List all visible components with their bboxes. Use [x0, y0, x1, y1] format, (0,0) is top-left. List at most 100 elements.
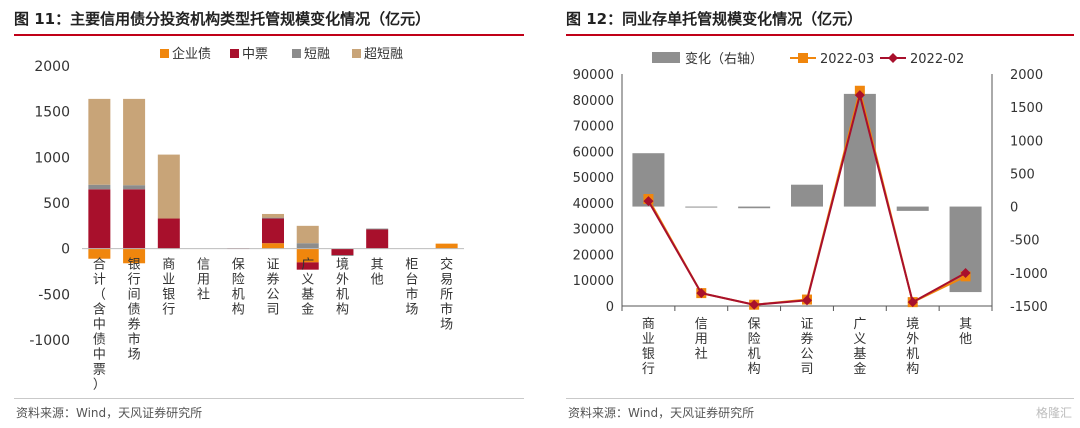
- right-x-tick-label-char: 他: [959, 332, 972, 347]
- right-chart: 变化（右轴） 2022-03 2022-0201000020000300004000…: [573, 51, 1048, 377]
- left-x-tick-label-char: 银: [128, 258, 141, 273]
- right-chart-left-tick-label: 40000: [573, 197, 614, 212]
- right-chart-left-tick-label: 50000: [573, 171, 614, 186]
- right-title-rule: [566, 34, 1074, 36]
- marker-2022-02: [802, 295, 812, 306]
- left-x-tick-label-char: 合: [93, 258, 106, 273]
- right-chart-right-tick-label: 500: [1010, 167, 1035, 182]
- bar-超短融: [123, 98, 146, 186]
- right-chart-left-tick-label: 80000: [573, 94, 614, 109]
- legend-swatch-change: [652, 52, 680, 63]
- right-x-tick-label-char: 业: [642, 332, 655, 347]
- watermark: 格隆汇: [1035, 406, 1072, 420]
- left-x-tick-label-char: 社: [197, 287, 210, 303]
- legend-label-企业债: 企业债: [172, 46, 211, 62]
- bar-企业债: [123, 248, 146, 264]
- left-x-tick-label-char: 银: [162, 288, 175, 303]
- bar-短融: [88, 184, 111, 190]
- right-x-tick-label-char: 行: [642, 362, 655, 377]
- bar-超短融: [88, 98, 111, 185]
- left-x-tick-label-char: 场: [128, 348, 141, 363]
- left-x-tick-label-char: 易: [440, 273, 453, 288]
- right-chart-left-tick-label: 30000: [573, 223, 614, 238]
- left-x-tick-label-char: 含: [93, 302, 106, 318]
- left-x-tick-label-char: 他: [371, 273, 384, 288]
- bar-短融: [262, 217, 284, 219]
- left-x-tick-label-char: 构: [336, 303, 349, 318]
- legend-swatch-企业债: [160, 49, 169, 58]
- left-figure-title: 图 11：主要信用债分投资机构类型托管规模变化情况（亿元）: [14, 10, 431, 28]
- left-x-tick-label-char: 中: [93, 348, 106, 363]
- right-chart-right-tick-label: -1000: [1010, 267, 1048, 282]
- bar-change: [896, 206, 929, 211]
- right-figure-title: 图 12：同业存单托管规模变化情况（亿元）: [566, 10, 863, 28]
- left-x-tick-label-char: 义: [301, 273, 314, 288]
- bar-change: [843, 93, 876, 207]
- left-x-tick-label-char: 商: [162, 258, 175, 273]
- right-x-tick-label-char: 公: [800, 347, 813, 362]
- left-x-tick-label-char: 其: [371, 258, 384, 273]
- left-x-tick-label-char: 境: [336, 258, 349, 273]
- left-x-tick-label-char: 市: [405, 287, 418, 303]
- left-y-tick-label: 0: [61, 242, 70, 258]
- legend-label-中票: 中票: [242, 47, 268, 62]
- left-x-tick-label-char: 外: [336, 273, 349, 288]
- left-x-tick-label-char: 市: [440, 302, 453, 318]
- bar-change: [738, 206, 771, 209]
- left-x-tick-label-char: 行: [162, 303, 175, 318]
- right-x-tick-label-char: 信: [695, 317, 708, 332]
- left-x-tick-label-char: 业: [162, 273, 175, 288]
- left-x-tick-label-char: 广: [301, 258, 314, 273]
- left-x-tick-label-char: 公: [266, 288, 279, 303]
- left-y-tick-label: 1000: [34, 150, 70, 166]
- bar-企业债: [88, 248, 111, 259]
- bar-中票: [296, 262, 319, 270]
- right-x-tick-label-char: 其: [959, 317, 972, 332]
- right-x-tick-label: 信用社: [695, 317, 708, 362]
- left-x-tick-label-char: 机: [232, 288, 245, 303]
- right-x-tick-label-char: 险: [748, 332, 761, 347]
- bar-超短融: [157, 154, 180, 219]
- left-source: 资料来源：Wind，天风证券研究所: [16, 406, 203, 420]
- bar-中票: [366, 229, 389, 249]
- legend-label-短融: 短融: [304, 47, 330, 62]
- left-y-tick-label: -500: [38, 287, 70, 303]
- legend-marker-2022-02: [888, 53, 898, 63]
- bar-企业债: [435, 243, 458, 249]
- left-x-tick-label-char: （: [93, 288, 106, 303]
- left-x-tick-label-char: 所: [440, 288, 453, 303]
- left-x-tick-label: 信用社: [197, 258, 210, 303]
- right-x-tick-label-char: 广: [853, 317, 866, 332]
- left-x-tick-label-char: 行: [128, 273, 141, 288]
- bar-中票: [123, 189, 146, 249]
- left-x-tick-label-char: 司: [266, 303, 279, 318]
- marker-2022-02: [643, 196, 654, 207]
- bar-change: [791, 184, 823, 207]
- bar-中票: [157, 218, 180, 249]
- right-source: 资料来源：Wind，天风证券研究所: [568, 406, 755, 420]
- marker-2022-02: [907, 297, 918, 308]
- right-x-tick-label-char: 金: [853, 361, 866, 377]
- right-chart-left-tick-label: 10000: [573, 274, 614, 289]
- left-x-tick-label-char: 机: [336, 288, 349, 303]
- bar-短融: [123, 185, 146, 190]
- left-x-tick-label-char: 中: [93, 318, 106, 333]
- right-x-tick-label: 其他: [959, 317, 972, 347]
- right-x-tick-label-char: 商: [642, 317, 655, 332]
- bar-企业债: [296, 248, 319, 263]
- right-x-tick-label-char: 证: [800, 317, 813, 332]
- left-x-tick-label-char: 台: [405, 273, 418, 288]
- left-y-tick-label: -1000: [29, 333, 70, 349]
- left-x-tick-label-char: 信: [197, 258, 210, 273]
- left-x-tick-label-char: 债: [93, 333, 106, 348]
- left-x-tick-label-char: 间: [128, 288, 141, 303]
- bar-中票: [88, 189, 111, 249]
